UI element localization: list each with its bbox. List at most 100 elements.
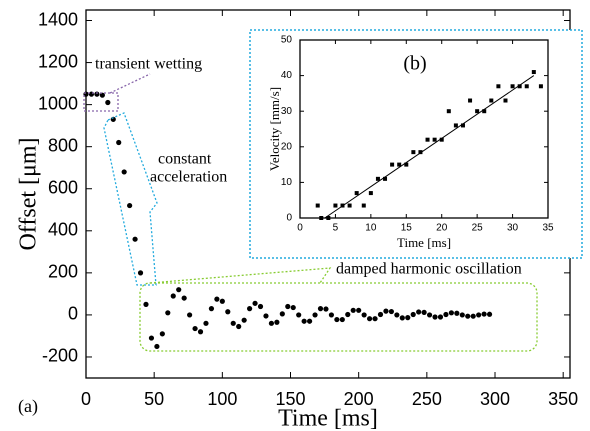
point	[437, 314, 444, 320]
y-tick-label: 200	[48, 262, 78, 282]
point	[306, 318, 313, 324]
inset-frame	[249, 29, 583, 259]
point	[383, 176, 388, 181]
point	[290, 304, 296, 311]
y-tick-label: 1200	[38, 51, 78, 71]
point	[432, 314, 438, 320]
point	[154, 343, 160, 350]
point	[538, 84, 543, 89]
x-tick-label: 250	[412, 389, 442, 409]
annotation: (b)	[403, 53, 426, 75]
y-tick-label: 40	[281, 70, 293, 81]
point	[416, 309, 422, 315]
point	[460, 123, 465, 128]
y-tick-label: 1400	[38, 9, 78, 29]
wetting-pointer	[109, 73, 151, 94]
point	[421, 309, 427, 315]
point	[425, 137, 430, 142]
x-tick-label: 10	[365, 223, 377, 234]
main-chart: 0 50 100 150 200 250 300 350 -200 0 200 400 600 800 10…	[16, 9, 579, 431]
point	[404, 162, 409, 167]
point	[334, 316, 340, 323]
point	[486, 311, 493, 317]
point	[268, 320, 275, 326]
point	[524, 84, 529, 89]
point	[394, 312, 400, 318]
x-tick-label: 25	[472, 223, 484, 234]
point	[181, 295, 187, 301]
point	[328, 312, 335, 318]
wetting-box	[83, 92, 119, 112]
point	[116, 139, 122, 146]
point	[372, 316, 378, 322]
point	[454, 310, 460, 316]
point	[481, 311, 487, 317]
point	[247, 306, 253, 312]
x-tick-label: 100	[207, 389, 237, 409]
point	[517, 84, 522, 89]
point	[439, 137, 444, 142]
point	[197, 329, 204, 335]
point	[397, 162, 402, 167]
point	[354, 191, 359, 196]
point	[323, 306, 329, 312]
point	[448, 310, 454, 316]
point	[333, 203, 338, 208]
x-tick-label: 150	[275, 389, 305, 409]
point	[475, 109, 480, 114]
plot-frame	[299, 39, 549, 219]
x-tick-label: 0	[81, 389, 91, 409]
point	[312, 312, 318, 318]
point	[274, 319, 280, 325]
point	[468, 98, 473, 103]
point	[339, 316, 345, 323]
point	[99, 92, 105, 98]
y-tick-label: 50	[281, 35, 293, 46]
point	[418, 150, 423, 155]
point	[426, 312, 433, 318]
point	[225, 309, 231, 315]
point	[361, 312, 367, 318]
point	[350, 307, 356, 313]
point	[410, 311, 416, 318]
x-tick-label: 200	[344, 389, 374, 409]
x-tick-label: 15	[401, 223, 413, 234]
x-tick-label: 5	[333, 223, 339, 234]
x-tick-label: 350	[548, 389, 578, 409]
point	[390, 162, 395, 167]
point	[432, 137, 437, 142]
point	[476, 312, 482, 318]
x-tick-label: 300	[480, 389, 510, 409]
point	[383, 308, 389, 314]
x-tick-label: 20	[436, 223, 448, 234]
y-tick-label: 800	[48, 135, 78, 155]
point	[411, 150, 416, 155]
point	[388, 308, 394, 315]
annotation: transient wetting	[95, 56, 202, 73]
point	[296, 312, 302, 318]
point	[279, 311, 285, 317]
x-tick-label: 35	[542, 223, 554, 234]
point	[446, 109, 451, 114]
point	[465, 313, 471, 319]
y-axis-label: Offset [μm]	[16, 137, 42, 250]
y-tick-label: -200	[42, 346, 78, 366]
point	[263, 313, 269, 319]
y-tick-label: 20	[281, 141, 293, 152]
y-axis-label: Velocity [mm/s]	[267, 87, 282, 171]
point	[132, 236, 138, 242]
annotation: constant	[158, 151, 212, 168]
annotation: damped harmonic oscillation	[336, 261, 522, 278]
annotation: (a)	[18, 396, 38, 417]
y-tick-label: 0	[68, 304, 78, 324]
point	[326, 216, 331, 220]
x-tick-label: 30	[507, 223, 519, 234]
annotation: acceleration	[150, 169, 227, 186]
y-tick-label: 400	[48, 220, 78, 240]
point	[377, 311, 384, 318]
point	[105, 99, 111, 106]
point	[503, 98, 508, 103]
y-tick-label: 600	[48, 177, 78, 197]
